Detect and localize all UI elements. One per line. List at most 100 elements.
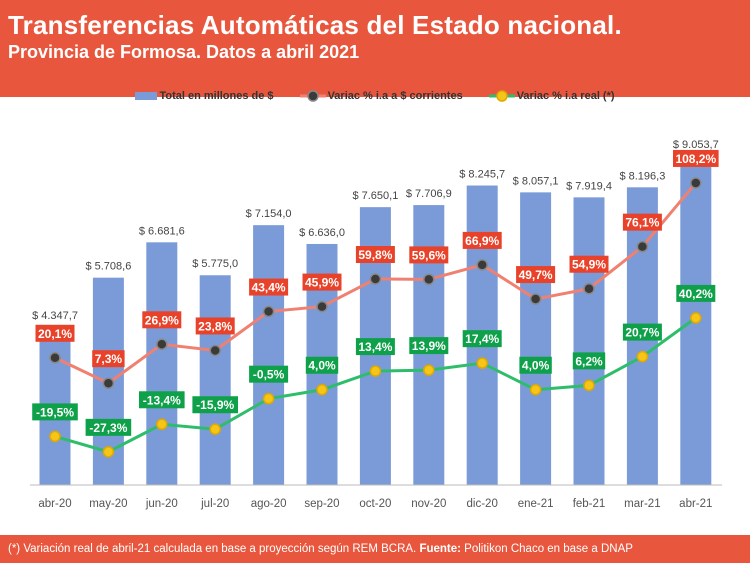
nominal-label-box [409,246,449,264]
real-label-box [462,330,502,348]
nominal-label-box [569,255,609,273]
legend-label: Variac % i.a real (*) [516,90,615,102]
x-tick-label: oct-20 [359,498,391,510]
nominal-data-label: 43,4% [252,281,286,295]
bar-value-label: $ 6.681,6 [139,225,185,237]
bar [199,275,231,485]
real-marker [316,383,328,396]
real-marker [209,423,221,435]
real-data-label: 13,9% [412,339,446,353]
real-label-box [85,418,132,436]
nominal-label-box [622,213,662,231]
real-data-label: -13,4% [143,393,181,407]
nominal-data-label: 49,7% [519,268,553,282]
real-data-label: 13,4% [358,340,392,354]
nominal-label-box [35,324,75,342]
nominal-data-label: 66,9% [465,234,499,248]
real-label-box [622,323,662,341]
legend-item-real: Variac % i.a real (*) [488,90,615,102]
nominal-marker [316,300,328,313]
bar [146,242,178,485]
chart-title: Transferencias Automáticas del Estado na… [8,10,622,40]
nominal-data-label: 108,2% [675,152,716,166]
real-label-box [139,391,185,409]
nominal-data-label: 59,8% [358,248,392,262]
real-data-label: -15,9% [196,398,234,412]
bar-swatch-icon [135,92,158,100]
real-data-label: 4,0% [522,359,550,373]
bar-value-label: $ 7.706,9 [406,188,452,200]
bar-value-label: $ 7.154,0 [246,208,292,220]
x-tick-label: jun-20 [145,498,178,510]
real-marker [423,364,435,376]
nominal-marker [49,352,61,364]
real-marker [690,312,702,324]
nominal-label-box [249,278,289,296]
real-label-box [572,352,606,370]
line-marker-nominal-icon [299,90,326,102]
real-label-box [32,403,78,421]
real-marker [476,357,488,369]
real-label-box [249,365,289,383]
nominal-label-box [516,266,556,284]
bar-value-label: $ 8.057,1 [513,175,559,187]
nominal-marker [262,305,275,318]
footnote: (*) Variación real de abril-21 calculada… [8,543,420,555]
real-label-box [676,284,716,302]
nominal-data-label: 26,9% [145,313,179,327]
bar [573,197,605,485]
nominal-label-box [462,231,502,249]
bar-value-label: $ 5.775,0 [192,258,238,270]
nominal-marker [636,240,649,253]
nominal-marker [476,259,488,271]
real-marker [583,379,595,392]
bar [253,225,285,485]
x-tick-label: nov-20 [411,498,446,510]
nominal-data-label: 7,3% [95,352,123,366]
nominal-data-label: 54,9% [572,258,606,272]
real-marker [369,365,382,377]
real-marker [529,383,542,396]
nominal-marker [156,338,168,351]
real-marker [262,392,275,405]
nominal-data-label: 23,8% [198,319,232,333]
x-tick-label: may-20 [89,498,127,510]
bar-value-label: $ 8.245,7 [459,169,505,181]
x-tick-label: ene-21 [518,498,554,510]
nominal-marker [209,344,221,357]
x-tick-label: abr-20 [38,498,71,510]
legend: Total en millones de $ Variac % i.a a $ … [0,90,750,102]
bar-value-label: $ 6.636,0 [299,227,345,239]
real-data-label: 17,4% [465,332,499,346]
nominal-label-box [673,149,719,167]
x-tick-label: mar-21 [624,498,660,510]
legend-label: Variac % i.a a $ corrientes [327,90,463,102]
real-data-label: 20,7% [625,326,659,340]
line-marker-real-icon [488,90,515,102]
bar [520,192,552,485]
nominal-label-box [142,311,182,329]
source-label: Fuente: [419,543,461,555]
real-label-box [409,337,449,355]
bar-value-label: $ 5.708,6 [85,261,131,273]
nominal-label-box [302,273,342,291]
real-data-label: 4,0% [308,359,336,373]
nominal-data-label: 20,1% [38,327,72,341]
nominal-label-box [92,350,125,368]
real-marker [102,446,115,458]
real-data-label: -27,3% [89,421,127,435]
nominal-marker [529,293,542,305]
x-tick-label: dic-20 [467,498,498,510]
real-data-label: 6,2% [575,354,603,368]
header: Transferencias Automáticas del Estado na… [0,0,750,97]
nominal-data-label: 59,6% [412,248,446,262]
real-label-box [355,338,395,356]
nominal-marker [423,273,435,286]
real-data-label: 40,2% [679,287,713,301]
real-label-box [519,356,552,374]
bar-value-label: $ 4.347,7 [32,310,78,322]
nominal-marker [583,282,595,295]
real-label-box [192,396,238,414]
nominal-data-label: 76,1% [625,216,659,230]
real-marker [156,418,168,431]
